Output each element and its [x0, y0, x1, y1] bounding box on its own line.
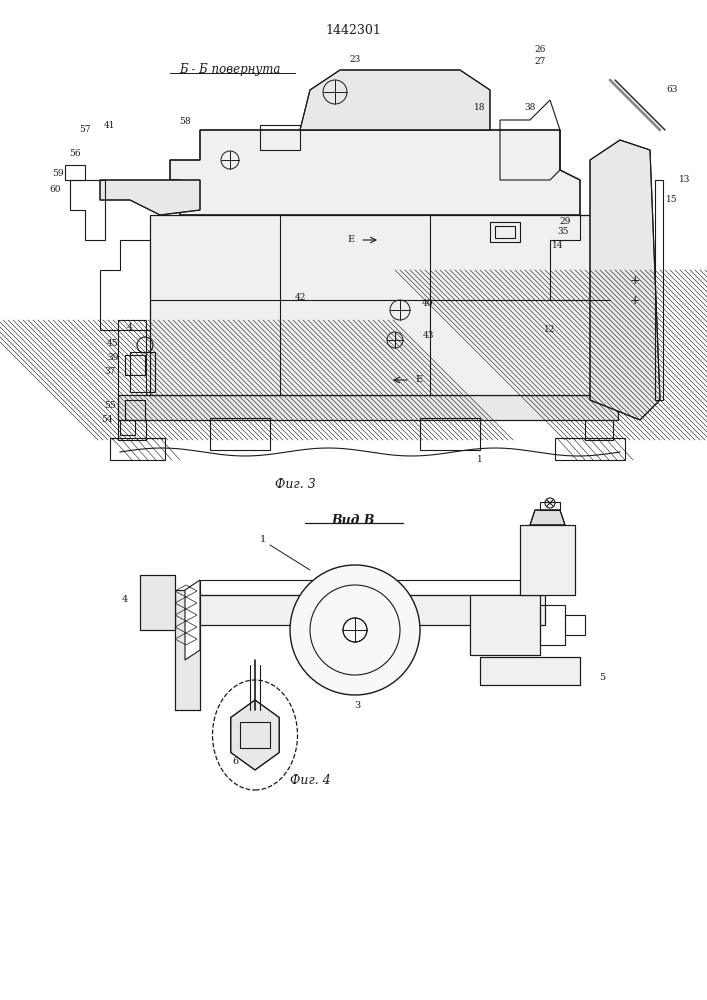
Bar — [490, 222, 520, 242]
Polygon shape — [230, 700, 279, 770]
Text: +: + — [630, 273, 641, 286]
Text: 6: 6 — [232, 758, 238, 766]
Text: 38: 38 — [525, 103, 536, 111]
Bar — [240, 722, 270, 748]
Bar — [200, 580, 520, 595]
Text: E: E — [348, 235, 355, 244]
Text: 3: 3 — [354, 700, 360, 710]
Bar — [140, 575, 175, 630]
Polygon shape — [185, 580, 200, 660]
Bar — [565, 615, 585, 635]
Text: 13: 13 — [679, 176, 691, 184]
Bar — [470, 595, 540, 655]
Bar — [495, 226, 515, 238]
Bar — [520, 525, 575, 595]
Bar — [480, 657, 580, 685]
Polygon shape — [100, 180, 200, 215]
Text: 55: 55 — [104, 401, 116, 410]
Bar — [210, 418, 270, 450]
Text: Б - Б повернута: Б - Б повернута — [180, 64, 281, 77]
Text: 56: 56 — [69, 148, 81, 157]
Text: Вид В: Вид В — [332, 514, 375, 526]
Bar — [585, 270, 613, 440]
Text: 23: 23 — [349, 55, 361, 64]
Bar — [65, 165, 85, 180]
Text: 27: 27 — [534, 57, 546, 66]
Bar — [110, 438, 165, 460]
Text: 41: 41 — [104, 120, 116, 129]
Bar — [125, 355, 145, 375]
Text: 39: 39 — [107, 354, 119, 362]
Ellipse shape — [213, 680, 298, 790]
Text: Фиг. 4: Фиг. 4 — [290, 774, 330, 786]
Text: 5: 5 — [599, 674, 605, 682]
Text: 26: 26 — [534, 45, 546, 54]
Bar — [540, 502, 560, 510]
Text: 35: 35 — [557, 228, 568, 236]
Text: 40: 40 — [422, 298, 434, 308]
Text: 58: 58 — [179, 117, 191, 126]
Text: 12: 12 — [544, 326, 556, 334]
Text: Фиг. 3: Фиг. 3 — [274, 479, 315, 491]
Text: +: + — [630, 294, 641, 306]
Polygon shape — [300, 70, 490, 130]
Bar — [150, 215, 610, 395]
Polygon shape — [170, 130, 580, 215]
Text: 59: 59 — [52, 168, 64, 178]
Bar — [175, 590, 200, 710]
Text: 1: 1 — [477, 456, 483, 464]
Bar — [150, 215, 610, 395]
Bar — [140, 575, 175, 630]
Text: 1442301: 1442301 — [325, 23, 381, 36]
Text: 63: 63 — [666, 86, 678, 95]
Polygon shape — [530, 510, 565, 525]
Bar — [118, 395, 618, 420]
Text: 15: 15 — [666, 196, 678, 205]
Bar — [175, 595, 545, 625]
Bar — [655, 180, 663, 400]
Text: 37: 37 — [105, 367, 116, 376]
Text: 45: 45 — [107, 338, 119, 348]
Bar — [118, 395, 618, 420]
Polygon shape — [590, 140, 660, 420]
Text: 29: 29 — [559, 218, 571, 227]
Bar — [130, 352, 155, 392]
Text: 4: 4 — [122, 595, 128, 604]
Bar — [260, 125, 300, 150]
Bar — [175, 595, 545, 625]
Text: E: E — [415, 375, 422, 384]
Circle shape — [290, 565, 420, 695]
Bar — [118, 320, 146, 440]
Text: 1: 1 — [260, 536, 266, 544]
Bar — [125, 400, 145, 420]
Text: 42: 42 — [294, 294, 305, 302]
Bar — [480, 657, 580, 685]
Text: 14: 14 — [552, 240, 563, 249]
Bar — [540, 605, 565, 645]
Text: 18: 18 — [474, 103, 486, 111]
Text: 57: 57 — [79, 125, 90, 134]
Text: 54: 54 — [101, 416, 113, 424]
Bar — [120, 420, 135, 435]
Bar — [555, 438, 625, 460]
Text: 43: 43 — [422, 330, 433, 340]
Bar — [520, 525, 575, 595]
Bar — [420, 418, 480, 450]
Text: 60: 60 — [49, 186, 61, 194]
Bar — [470, 595, 540, 655]
Bar — [175, 590, 200, 710]
Text: 4: 4 — [127, 324, 133, 332]
